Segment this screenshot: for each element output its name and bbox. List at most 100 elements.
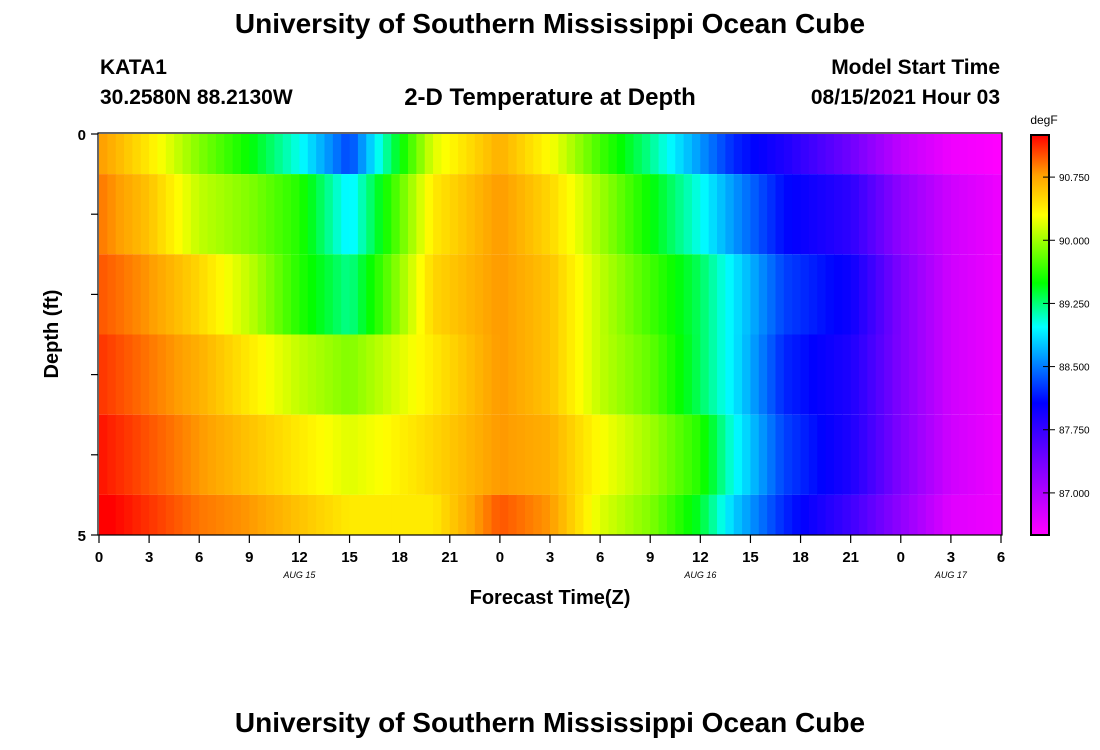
- heatmap-cell: [499, 334, 509, 415]
- heatmap-cell: [558, 414, 568, 495]
- heatmap-cell: [424, 334, 434, 415]
- heatmap-cell: [583, 174, 593, 255]
- heatmap-cell: [725, 334, 735, 415]
- heatmap-cell: [115, 494, 125, 535]
- heatmap-cell: [792, 414, 802, 495]
- heatmap-cell: [850, 494, 860, 535]
- heatmap-cell: [99, 414, 108, 495]
- heatmap-cell: [190, 334, 200, 415]
- heatmap-cell: [683, 414, 693, 495]
- heatmap-cell: [800, 134, 810, 175]
- heatmap-cell: [182, 494, 192, 535]
- heatmap-cell: [115, 134, 125, 175]
- heatmap-cell: [600, 334, 609, 415]
- heatmap-cell: [616, 174, 626, 255]
- heatmap-cell: [783, 494, 793, 535]
- heatmap-cell: [307, 414, 317, 495]
- heatmap-cell: [967, 334, 977, 415]
- heatmap-cell: [808, 334, 818, 415]
- heatmap-cell: [357, 334, 367, 415]
- heatmap-cell: [466, 174, 476, 255]
- heatmap-cell: [825, 134, 835, 175]
- heatmap-cell: [483, 174, 493, 255]
- heatmap-cell: [867, 174, 877, 255]
- heatmap-cell: [232, 334, 242, 415]
- heatmap-cell: [900, 134, 910, 175]
- model-start-label: Model Start Time: [831, 56, 1000, 79]
- heatmap-cell: [433, 174, 442, 255]
- heatmap-cell: [257, 334, 267, 415]
- heatmap-cell: [792, 174, 802, 255]
- heatmap-cell: [408, 334, 417, 415]
- heatmap-cell: [575, 174, 584, 255]
- heatmap-cell: [341, 334, 351, 415]
- heatmap-cell: [600, 254, 609, 335]
- heatmap-cell: [508, 254, 518, 335]
- heatmap-cell: [725, 174, 735, 255]
- heatmap-cell: [149, 254, 158, 335]
- heatmap-cell: [224, 494, 234, 535]
- heatmap-cell: [341, 134, 351, 175]
- station-coordinates: 30.2580N 88.2130W: [100, 86, 293, 109]
- date-label: AUG 16: [683, 570, 716, 580]
- x-tick-label: 21: [842, 549, 859, 566]
- heatmap-cell: [558, 254, 568, 335]
- heatmap-cell: [825, 414, 835, 495]
- heatmap-cell: [149, 414, 158, 495]
- heatmap-cell: [867, 414, 877, 495]
- colorbar-tick-label: 89.250: [1059, 299, 1090, 310]
- heatmap-cell: [717, 334, 726, 415]
- heatmap-cell: [808, 174, 818, 255]
- heatmap-cell: [524, 134, 534, 175]
- colorbar-tick-label: 87.000: [1059, 489, 1090, 500]
- heatmap-cell: [875, 254, 885, 335]
- heatmap-cell: [416, 334, 426, 415]
- heatmap-cell: [725, 414, 735, 495]
- heatmap-cell: [566, 334, 576, 415]
- heatmap-cell: [266, 414, 275, 495]
- heatmap-cell: [742, 334, 751, 415]
- heatmap-cell: [767, 174, 776, 255]
- heatmap-cell: [909, 254, 918, 335]
- heatmap-cell: [466, 494, 476, 535]
- heatmap-cell: [449, 254, 459, 335]
- heatmap-cell: [566, 494, 576, 535]
- heatmap-cell: [925, 174, 935, 255]
- heatmap-cell: [291, 254, 300, 335]
- heatmap-cell: [884, 334, 893, 415]
- heatmap-cell: [140, 334, 150, 415]
- heatmap-cell: [867, 334, 877, 415]
- heatmap-cell: [992, 494, 1002, 535]
- heatmap-cell: [900, 174, 910, 255]
- heatmap-cell: [190, 174, 200, 255]
- heatmap-cell: [215, 134, 225, 175]
- heatmap-cell: [800, 174, 810, 255]
- heatmap-cell: [608, 174, 618, 255]
- heatmap-cell: [299, 174, 309, 255]
- heatmap-cell: [257, 414, 267, 495]
- heatmap-cell: [232, 134, 242, 175]
- heatmap-cell: [174, 254, 184, 335]
- heatmap-cell: [182, 414, 192, 495]
- heatmap-cell: [558, 494, 568, 535]
- heatmap-cell: [149, 334, 158, 415]
- heatmap-cell: [850, 334, 860, 415]
- heatmap-cell: [675, 254, 685, 335]
- heatmap-cell: [274, 334, 284, 415]
- heatmap-cell: [458, 174, 467, 255]
- heatmap-cell: [641, 134, 651, 175]
- heatmap-cell: [558, 174, 568, 255]
- heatmap-cell: [274, 414, 284, 495]
- heatmap-cell: [909, 334, 918, 415]
- heatmap-cell: [240, 414, 250, 495]
- heatmap-cell: [441, 134, 451, 175]
- heatmap-cell: [366, 174, 376, 255]
- heatmap-cell: [240, 174, 250, 255]
- heatmap-cell: [825, 334, 835, 415]
- heatmap-cell: [224, 254, 234, 335]
- heatmap-cell: [959, 174, 969, 255]
- colorbar-tick-label: 90.750: [1059, 173, 1090, 184]
- heatmap-cell: [215, 254, 225, 335]
- temperature-depth-chart: 0 3 6 9 12 15 18 21 0 3 6 9 12 15 18 21 0 3 6 05 AUG 15 AUG…: [41, 113, 1090, 609]
- heatmap-cell: [374, 174, 384, 255]
